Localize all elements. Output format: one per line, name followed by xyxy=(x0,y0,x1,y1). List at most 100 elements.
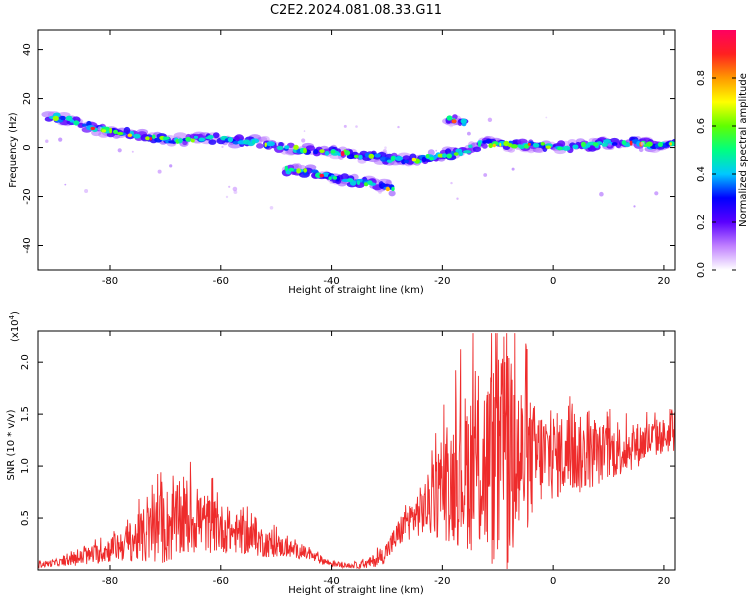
spectrogram-cell xyxy=(510,144,518,149)
spectrogram-cell xyxy=(629,140,633,146)
spectrogram-cell xyxy=(288,167,295,172)
snr-series-line xyxy=(38,333,675,570)
spectrogram-cell xyxy=(472,146,482,153)
spectrogram-cell xyxy=(190,138,195,143)
spectrogram-cell xyxy=(468,144,473,149)
spectrogram-cell xyxy=(344,150,351,156)
spectrogram-cell xyxy=(481,143,488,149)
spectrogram-cell xyxy=(395,156,403,161)
spectrogram-cell xyxy=(592,142,599,147)
spectrogram-speckle xyxy=(232,186,238,192)
spectrogram-x-label: Height of straight line (km) xyxy=(288,285,424,296)
spectrogram-speckle xyxy=(599,191,604,197)
spectrogram-cell xyxy=(463,150,472,154)
spectrogram-cell xyxy=(330,150,336,154)
spectrogram-cell xyxy=(446,153,453,159)
spectrogram-cell xyxy=(319,149,325,154)
spectrogram-cell xyxy=(572,144,579,150)
spectrogram-cell xyxy=(411,157,417,162)
spectrogram-cell xyxy=(381,182,386,188)
spectrogram-cell xyxy=(207,135,214,139)
snr-y-tick-label: 1.0 xyxy=(20,458,31,474)
spectrogram-cell xyxy=(185,137,192,142)
spectrogram-speckle xyxy=(45,139,49,143)
spectrogram-y-tick-label: -40 xyxy=(22,237,33,253)
spectrogram-cell xyxy=(303,168,308,173)
spectrogram-cell xyxy=(657,142,664,147)
colorbar-tick-label: 0.2 xyxy=(696,214,707,230)
spectrogram-speckle xyxy=(552,147,556,152)
colorbar-tick-label: 0.8 xyxy=(696,70,707,86)
spectrogram-cell xyxy=(379,156,388,162)
spectrogram-cell xyxy=(162,136,170,140)
spectrogram-cell xyxy=(403,159,410,164)
colorbar-ticks: 0.0 0.2 0.4 0.6 0.8 xyxy=(696,70,736,278)
spectrogram-speckle xyxy=(329,180,333,184)
spectrogram-cell xyxy=(101,129,107,133)
spectrogram-cell xyxy=(492,143,496,148)
spectrogram-cell xyxy=(367,180,373,186)
snr-x-tick-label: -20 xyxy=(434,576,450,587)
spectrogram-cell xyxy=(90,126,96,131)
spectrogram-cell xyxy=(580,141,586,147)
spectrogram-cell xyxy=(358,154,363,160)
spectrogram-cell xyxy=(562,145,571,151)
colorbar-bar xyxy=(712,30,736,270)
snr-frame xyxy=(37,330,676,571)
colorbar-tick-label: 0.4 xyxy=(696,166,707,182)
spectrogram-x-tick-label: 0 xyxy=(550,276,556,287)
spectrogram-x-tick-label: 20 xyxy=(658,276,671,287)
spectrogram-cell xyxy=(390,155,396,162)
spectrogram-speckle xyxy=(654,191,659,196)
spectrogram-speckle xyxy=(169,164,173,168)
spectrogram-speckle xyxy=(343,124,347,128)
spectrogram-plot-area xyxy=(38,30,675,270)
spectrogram-cell xyxy=(198,137,206,142)
snr-x-tick-label: -80 xyxy=(102,576,118,587)
spectrogram-y-label: Frequency (Hz) xyxy=(8,112,19,188)
spectrogram-cell xyxy=(252,139,256,145)
snr-x-tick-label: 20 xyxy=(658,576,671,587)
colorbar-label: Normalized spectral amplitude xyxy=(738,73,749,227)
spectrogram-cell xyxy=(421,156,427,163)
spectrogram-cell xyxy=(364,182,369,187)
spectrogram-cell xyxy=(266,141,275,147)
spectrogram-speckle xyxy=(467,131,471,136)
spectrogram-cell xyxy=(232,140,240,145)
spectrogram-cell xyxy=(123,126,131,135)
spectrogram-cell xyxy=(477,141,482,147)
spectrogram-cell xyxy=(353,154,359,159)
spectrogram-speckle xyxy=(397,125,400,129)
spectrogram-speckle xyxy=(228,185,231,188)
spectrogram-cell xyxy=(545,145,552,149)
spectrogram-cell xyxy=(313,149,319,155)
spectrogram-cell xyxy=(173,132,187,139)
snr-y-tick-label: 2.0 xyxy=(20,354,31,370)
spectrogram-cell xyxy=(81,123,88,127)
spectrogram-cell xyxy=(518,144,525,150)
snr-x-tick-label: -60 xyxy=(213,576,229,587)
spectrogram-cell xyxy=(429,156,434,161)
spectrogram-speckle xyxy=(487,117,493,123)
spectrogram-speckle xyxy=(225,195,229,199)
spectrogram-speckle xyxy=(84,189,89,193)
spectrogram-cell xyxy=(368,153,375,159)
colorbar: 0.0 0.2 0.4 0.6 0.8 Normalized spectral ampl… xyxy=(696,30,749,278)
spectrogram-y-ticks: -40 -20 0 20 40 xyxy=(22,43,675,254)
spectrogram-cell xyxy=(149,136,152,141)
spectrogram-cell xyxy=(446,115,453,121)
spectrogram-speckle xyxy=(157,169,162,174)
spectrogram-cell xyxy=(374,153,381,158)
spectrogram-cell xyxy=(133,133,141,139)
spectrogram-speckle xyxy=(355,125,358,128)
spectrogram-cell xyxy=(601,142,609,147)
spectrogram-cell xyxy=(116,131,124,136)
spectrogram-y-tick-label: 40 xyxy=(22,43,33,56)
spectrogram-cell xyxy=(303,147,307,154)
spectrogram-cell xyxy=(113,129,118,134)
spectrogram-cell xyxy=(319,173,325,178)
spectrogram-cell xyxy=(311,169,319,174)
snr-x-label: Height of straight line (km) xyxy=(288,585,424,596)
